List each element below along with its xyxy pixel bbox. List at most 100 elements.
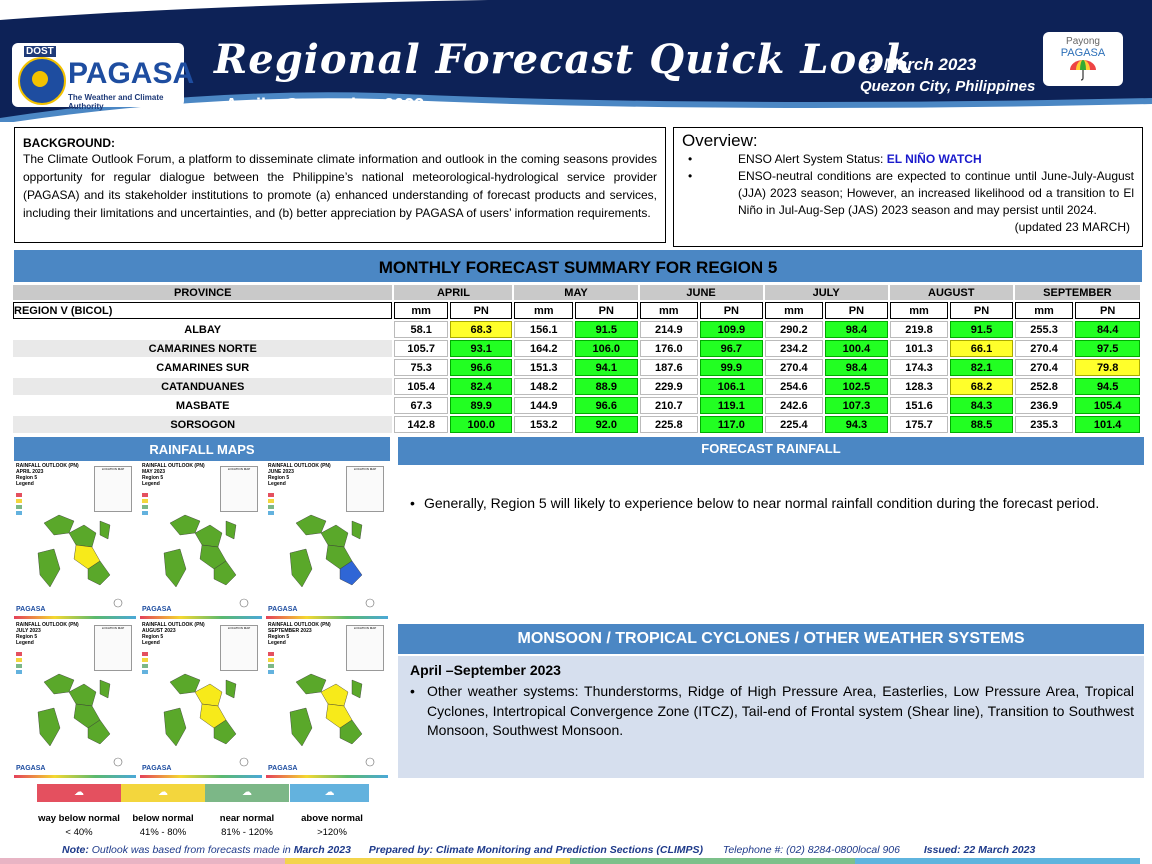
map-pagasa-logo: PAGASA bbox=[16, 606, 46, 613]
mm-subheader: mm bbox=[889, 302, 949, 319]
map-legend-swatches bbox=[268, 493, 308, 517]
legend-swatch bbox=[16, 670, 22, 674]
map-pagasa-logo: PAGASA bbox=[142, 765, 172, 772]
mm-value: 142.8 bbox=[394, 416, 448, 433]
location-map-inset: LOCATION MAP bbox=[346, 625, 384, 671]
map-legend-label: Legend bbox=[16, 640, 34, 646]
map-title: RAINFALL OUTLOOK (PN) SEPTEMBER 2023 Regio… bbox=[268, 622, 331, 646]
weather-systems-text: Other weather systems: Thunderstorms, Ri… bbox=[427, 683, 1134, 738]
legend-swatch bbox=[16, 499, 22, 503]
compass-icon bbox=[239, 598, 249, 608]
mm-value: 128.3 bbox=[889, 378, 949, 395]
mm-value: 175.7 bbox=[889, 416, 949, 433]
legend-swatch bbox=[142, 493, 148, 497]
map-title: RAINFALL OUTLOOK (PN) MAY 2023 Region 5 Leg… bbox=[142, 463, 205, 487]
weather-systems-text-block: • Other weather systems: Thunderstorms, … bbox=[410, 682, 1134, 741]
map-color-strip bbox=[140, 616, 262, 619]
bullet-icon: • bbox=[410, 683, 415, 699]
legend-swatch bbox=[16, 493, 22, 497]
scale-label: near normal 81% - 120% bbox=[197, 812, 297, 840]
map-region: Region 5 bbox=[268, 634, 290, 640]
legend-swatch bbox=[142, 664, 148, 668]
mm-value: 75.3 bbox=[394, 359, 448, 376]
map-region: Region 5 bbox=[16, 475, 38, 481]
legend-swatch bbox=[268, 664, 274, 668]
mm-subheader: mm bbox=[1014, 302, 1074, 319]
location-map-inset: LOCATION MAP bbox=[94, 466, 132, 512]
map-color-strip bbox=[14, 775, 136, 778]
rainfall-maps-heading: RAINFALL MAPS bbox=[14, 437, 390, 461]
map-title-text: RAINFALL OUTLOOK (PN) bbox=[142, 622, 205, 628]
table-row: CAMARINES NORTE 105.7 93.1 164.2 106.0 176.0 9… bbox=[13, 340, 1140, 357]
header-banner bbox=[0, 0, 1152, 122]
legend-swatch bbox=[16, 658, 22, 662]
compass-icon bbox=[365, 757, 375, 767]
cloud-icon: ☁ bbox=[324, 787, 335, 798]
enso-label: ENSO Alert System Status: bbox=[738, 152, 884, 166]
pn-value: 91.5 bbox=[950, 321, 1013, 338]
map-region: Region 5 bbox=[268, 475, 290, 481]
footer-note-text: Outlook was based from forecasts made in bbox=[91, 844, 291, 856]
map-legend-label: Legend bbox=[268, 640, 286, 646]
pn-value: 68.2 bbox=[950, 378, 1013, 395]
table-row: CAMARINES SUR 75.3 96.6 151.3 94.1 187.6 99.9 2… bbox=[13, 359, 1140, 376]
scale-label-text: way below normal bbox=[38, 813, 120, 824]
rainfall-map: RAINFALL OUTLOOK (PN) JUNE 2023 Region 5 Le… bbox=[266, 463, 388, 619]
province-name: MASBATE bbox=[13, 397, 393, 414]
compass-icon bbox=[239, 757, 249, 767]
compass-icon bbox=[113, 598, 123, 608]
location-map-label: LOCATION MAP bbox=[101, 467, 125, 471]
location-map-inset: LOCATION MAP bbox=[94, 625, 132, 671]
cloud-icon: ☁ bbox=[242, 787, 252, 798]
map-color-strip bbox=[140, 775, 262, 778]
province-name: CAMARINES SUR bbox=[13, 359, 393, 376]
pn-value: 96.7 bbox=[700, 340, 763, 357]
enso-outlook-text: ENSO-neutral conditions are expected to … bbox=[738, 169, 1134, 217]
map-legend-swatches bbox=[16, 652, 56, 676]
background-box: BACKGROUND: The Climate Outlook Forum, a… bbox=[14, 127, 666, 243]
pn-value: 94.5 bbox=[1075, 378, 1140, 395]
month-header: APRIL bbox=[394, 285, 513, 300]
enso-outlook-item: ENSO-neutral conditions are expected to … bbox=[682, 168, 1134, 234]
mm-value: 164.2 bbox=[514, 340, 573, 357]
pn-value: 92.0 bbox=[575, 416, 638, 433]
pagasa-logo: DOST PAGASA The Weather and Climate Auth… bbox=[12, 43, 194, 111]
table-row: MASBATE 67.3 89.9 144.9 96.6 210.7 119.1 242.6 1… bbox=[13, 397, 1140, 414]
map-title-text: RAINFALL OUTLOOK (PN) bbox=[16, 463, 79, 469]
region-map-icon bbox=[289, 673, 375, 767]
pn-value: 88.9 bbox=[575, 378, 638, 395]
mm-value: 153.2 bbox=[514, 416, 573, 433]
pn-subheader: PN bbox=[950, 302, 1013, 319]
weather-systems-heading: MONSOON / TROPICAL CYCLONES / OTHER WEAT… bbox=[398, 624, 1144, 654]
mm-value: 58.1 bbox=[394, 321, 448, 338]
map-title-text: RAINFALL OUTLOOK (PN) bbox=[268, 622, 331, 628]
page-title: Regional Forecast Quick Look bbox=[214, 36, 914, 83]
pn-subheader: PN bbox=[575, 302, 638, 319]
map-region: Region 5 bbox=[142, 475, 164, 481]
overview-box: Overview: ENSO Alert System Status: EL N… bbox=[673, 127, 1143, 247]
forecast-rainfall-text-block: • Generally, Region 5 will likely to exp… bbox=[410, 494, 1134, 513]
scale-range: >120% bbox=[317, 827, 347, 838]
logo-name: PAGASA bbox=[68, 57, 195, 90]
legend-swatch bbox=[142, 652, 148, 656]
map-month: JULY 2023 bbox=[16, 628, 41, 634]
forecast-table: PROVINCE APRIL MAY JUNE JULY AUGUST SEPTEMBER R… bbox=[11, 283, 1142, 435]
legend-swatch bbox=[142, 511, 148, 515]
issue-location: Quezon City, Philippines bbox=[860, 78, 1036, 95]
legend-swatch bbox=[268, 670, 274, 674]
location-map-inset: LOCATION MAP bbox=[346, 466, 384, 512]
map-pagasa-logo: PAGASA bbox=[268, 606, 298, 613]
region-map-icon bbox=[163, 514, 249, 608]
map-legend-label: Legend bbox=[16, 481, 34, 487]
map-color-strip bbox=[266, 775, 388, 778]
logo-tagline: The Weather and Climate Authority bbox=[68, 93, 164, 111]
legend-swatch bbox=[142, 658, 148, 662]
legend-swatch bbox=[268, 505, 274, 509]
payong-pagasa-logo: Payong PAGASA bbox=[1043, 32, 1123, 86]
mm-value: 234.2 bbox=[764, 340, 824, 357]
mm-value: 254.6 bbox=[764, 378, 824, 395]
map-title-text: RAINFALL OUTLOOK (PN) bbox=[16, 622, 79, 628]
map-pagasa-logo: PAGASA bbox=[16, 765, 46, 772]
mm-value: 67.3 bbox=[394, 397, 448, 414]
forecast-rainfall-heading: FORECAST RAINFALL bbox=[398, 437, 1144, 465]
